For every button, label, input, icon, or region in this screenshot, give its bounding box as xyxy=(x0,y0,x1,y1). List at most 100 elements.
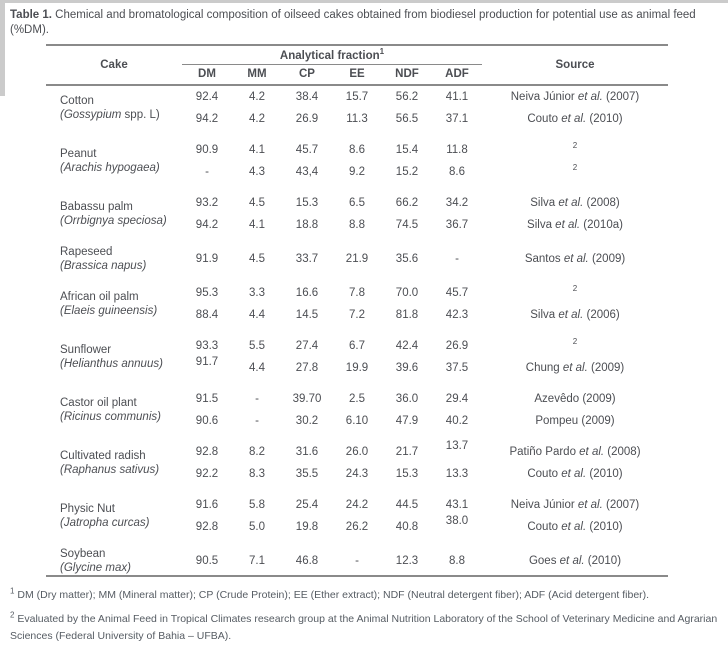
cake-scientific-name: (Raphanus sativus) xyxy=(60,464,160,477)
value-cell: 11.8 xyxy=(446,144,468,157)
value-cell: 45.7 xyxy=(445,287,469,300)
data-row: Peanut (Arachis hypogaea) 90.9 4.1 45.7 8.6 15… xyxy=(46,139,668,174)
value-cell: 70.0 xyxy=(395,287,419,300)
cake-common-name: Cultivated radish xyxy=(60,450,146,463)
group-spacer xyxy=(46,538,668,547)
scan-edge-left xyxy=(0,0,5,96)
source-cell: Couto et al. (2010) xyxy=(527,521,623,534)
value-cell: 44.5 xyxy=(395,499,419,512)
group-spacer xyxy=(46,130,668,139)
cake-name-cell: Cotton (Gossypium spp. L) xyxy=(46,85,182,130)
value-cell: - xyxy=(355,555,359,568)
value-cell: - xyxy=(205,166,209,179)
cake-common-name: Physic Nut xyxy=(60,503,115,516)
value-cell: 43.1 xyxy=(445,499,469,512)
source-cell: Silva et al. (2006) xyxy=(530,309,620,322)
value-cell: 12.3 xyxy=(395,555,419,568)
table-body: Cotton (Gossypium spp. L) 92.4 4.2 38.4 15.7 5… xyxy=(46,85,668,576)
cake-common-name: Cotton xyxy=(60,95,94,108)
cake-common-name: Peanut xyxy=(60,148,97,161)
source-cell: Pompeu (2009) xyxy=(535,415,615,428)
group-spacer xyxy=(46,273,668,282)
source-cell: Silva et al. (2010a) xyxy=(527,219,623,232)
value-cell: - xyxy=(255,415,259,428)
value-cell: 31.6 xyxy=(295,446,319,459)
value-cell: 19.9 xyxy=(345,362,369,375)
value-cell: 93.2 xyxy=(195,197,219,210)
value-cell: 40.8 xyxy=(395,521,419,534)
value-cell: 15.3 xyxy=(395,468,419,481)
footnote-1: 1 DM (Dry matter); MM (Mineral matter); … xyxy=(10,587,718,604)
value-cell: 24.3 xyxy=(345,468,369,481)
cake-scientific-name: (Elaeis guineensis) xyxy=(60,305,158,318)
value-cell: 91.6 xyxy=(195,499,219,512)
group-spacer xyxy=(46,326,668,335)
value-cell: 27.4 xyxy=(295,340,319,353)
group-spacer xyxy=(46,379,668,388)
value-cell: 34.2 xyxy=(445,197,469,210)
value-cell: 27.8 xyxy=(295,362,319,375)
column-header-ee: EE xyxy=(332,64,382,87)
cake-name-cell: Castor oil plant (Ricinus communis) xyxy=(46,388,182,432)
source-cell: Neiva Júnior et al. (2007) xyxy=(510,91,640,104)
value-cell: 4.4 xyxy=(249,362,265,375)
value-cell: - xyxy=(255,393,259,406)
value-cell: 3.3 xyxy=(249,287,265,300)
data-row: African oil palm (Elaeis guineensis) 95.3 3… xyxy=(46,282,668,317)
value-cell: 8.8 xyxy=(349,219,365,232)
data-row: 90.6 - 30.2 6.10 47.9 40.2 Pompeu (2009) xyxy=(46,410,668,432)
value-cell: 5.0 xyxy=(249,521,265,534)
value-cell: 5.8 xyxy=(249,499,265,512)
cake-name-cell: Babassu palm (Orrbignya speciosa) xyxy=(46,192,182,236)
source-cell: 2 xyxy=(482,161,668,183)
value-cell: 35.6 xyxy=(395,253,419,266)
value-cell: 4.1 xyxy=(249,144,265,157)
value-cell: 92.4 xyxy=(195,91,219,104)
value-cell: 6.5 xyxy=(349,197,365,210)
cake-common-name: Soybean xyxy=(60,548,106,561)
value-cell: 26.0 xyxy=(345,446,369,459)
value-cell: 93.3 xyxy=(195,340,219,353)
group-spacer xyxy=(46,183,668,192)
column-header-mm: MM xyxy=(232,64,282,87)
value-cell: 26.9 xyxy=(445,340,469,353)
value-cell: 36.0 xyxy=(395,393,419,406)
column-header-cake: Cake xyxy=(46,45,182,87)
value-cell: 37.1 xyxy=(445,113,469,126)
cake-common-name: Babassu palm xyxy=(60,201,133,214)
value-cell: 39.70 xyxy=(292,393,322,406)
value-cell: 15.7 xyxy=(345,91,369,104)
value-cell: 56.2 xyxy=(395,91,419,104)
value-cell: 81.8 xyxy=(395,309,419,322)
value-cell: 90.9 xyxy=(195,144,219,157)
value-cell: 26.9 xyxy=(295,113,319,126)
data-row: - 4.3 43,4 9.2 15.2 8.6 2 xyxy=(46,161,668,183)
value-cell: 2.5 xyxy=(349,393,365,406)
value-cell: - xyxy=(455,253,459,266)
cake-name-cell: Rapeseed (Brassica napus) xyxy=(46,245,182,273)
value-cell: 8.3 xyxy=(249,468,265,481)
value-cell: 42.3 xyxy=(445,309,469,322)
data-row: Cultivated radish (Raphanus sativus) 92.8 8… xyxy=(46,440,668,476)
source-footnote-marker: 2 xyxy=(572,284,578,294)
value-cell: 43,4 xyxy=(295,166,319,179)
data-row: Cotton (Gossypium spp. L) 92.4 4.2 38.4 15.7 5… xyxy=(46,85,668,121)
footnote-2: 2 Evaluated by the Animal Feed in Tropic… xyxy=(10,611,718,645)
cake-name-cell: African oil palm (Elaeis guineensis) xyxy=(46,282,182,326)
footnotes: 1 DM (Dry matter); MM (Mineral matter); … xyxy=(10,587,718,644)
source-cell: Goes et al. (2010) xyxy=(528,555,622,568)
cake-name-cell: Peanut (Arachis hypogaea) xyxy=(46,139,182,183)
cake-scientific-name: (Arachis hypogaea) xyxy=(60,162,160,175)
value-cell: 14.5 xyxy=(295,309,319,322)
value-cell: 91.7 xyxy=(195,356,219,369)
source-footnote-marker: 2 xyxy=(572,141,578,151)
source-cell: Patiño Pardo et al. (2008) xyxy=(509,446,641,459)
cake-common-name: Rapeseed xyxy=(60,246,113,259)
source-cell: 2 xyxy=(482,139,668,161)
value-cell: 15.2 xyxy=(395,166,419,179)
source-footnote-marker: 2 xyxy=(572,337,578,347)
cake-name-cell: Physic Nut (Jatropha curcas) xyxy=(46,494,182,538)
data-row: 92.8 5.0 19.8 26.2 40.8 38.0 Couto et al. (201… xyxy=(46,515,668,538)
value-cell: 4.1 xyxy=(249,219,265,232)
